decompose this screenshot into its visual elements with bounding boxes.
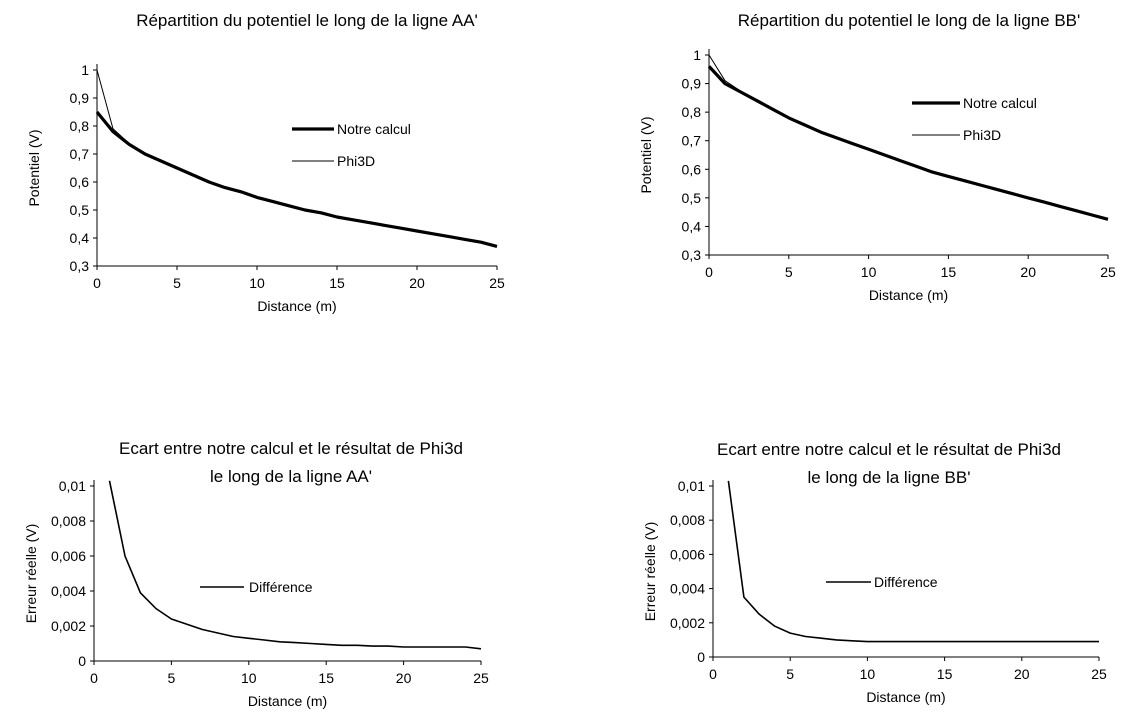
x-tick-label: 0 (705, 264, 713, 280)
x-tick-label: 10 (861, 264, 877, 280)
chart-title: Répartition du potentiel le long de la l… (738, 11, 1081, 30)
x-axis-label: Distance (m) (869, 287, 948, 303)
x-tick-label: 5 (168, 670, 176, 686)
x-axis-label: Distance (m) (866, 689, 945, 705)
y-tick-label: 0,004 (51, 583, 86, 599)
legend-label-1: Notre calcul (337, 121, 411, 137)
y-tick-label: 0,8 (682, 104, 702, 120)
y-tick-label: 0,8 (70, 118, 90, 134)
y-tick-label: 1 (81, 62, 89, 78)
x-tick-label: 25 (473, 670, 489, 686)
y-tick-label: 0,9 (70, 90, 90, 106)
y-tick-label: 0,6 (682, 161, 702, 177)
y-tick-label: 0,5 (70, 202, 90, 218)
x-tick-label: 5 (173, 275, 181, 291)
x-tick-label: 0 (93, 275, 101, 291)
y-tick-label: 0 (697, 649, 705, 665)
legend-label-1: Différence (874, 574, 938, 590)
y-tick-label: 0,4 (70, 230, 90, 246)
chart-title: Répartition du potentiel le long de la l… (136, 11, 478, 30)
x-tick-label: 10 (249, 275, 265, 291)
y-tick-label: 0,002 (51, 618, 86, 634)
x-tick-label: 20 (396, 670, 412, 686)
x-tick-label: 10 (860, 666, 876, 682)
y-tick-label: 0,008 (670, 512, 705, 528)
series-line-1 (707, 65, 1109, 221)
x-tick-label: 15 (318, 670, 334, 686)
x-tick-label: 10 (241, 670, 257, 686)
y-axis-label: Potentiel (V) (26, 129, 42, 206)
y-tick-label: 0 (78, 653, 86, 669)
chart-subtitle: le long de la ligne AA' (210, 467, 372, 486)
y-tick-label: 0,5 (682, 190, 702, 206)
x-tick-label: 25 (1100, 264, 1116, 280)
x-tick-label: 15 (329, 275, 345, 291)
series-line-2 (96, 69, 498, 247)
chart-subtitle: le long de la ligne BB' (808, 468, 971, 487)
y-tick-label: 0,4 (682, 218, 702, 234)
x-tick-label: 5 (785, 264, 793, 280)
x-axis-label: Distance (m) (248, 693, 327, 709)
y-tick-label: 1 (693, 47, 701, 63)
y-tick-label: 0,01 (678, 478, 705, 494)
y-axis-label: Erreur réelle (V) (642, 522, 658, 622)
chart-title: Ecart entre notre calcul et le résultat … (119, 439, 463, 458)
chart-title: Ecart entre notre calcul et le résultat … (717, 440, 1061, 459)
x-axis-label: Distance (m) (257, 298, 336, 314)
y-tick-label: 0,006 (670, 546, 705, 562)
chart-2: Répartition du potentiel le long de la l… (638, 11, 1116, 303)
x-tick-label: 20 (1020, 264, 1036, 280)
y-tick-label: 0,008 (51, 513, 86, 529)
y-axis-label: Erreur réelle (V) (23, 524, 39, 624)
y-tick-label: 0,01 (59, 478, 86, 494)
x-tick-label: 20 (409, 275, 425, 291)
legend-label-2: Phi3D (337, 153, 375, 169)
y-tick-label: 0,002 (670, 615, 705, 631)
y-tick-label: 0,3 (70, 258, 90, 274)
chart-4: Ecart entre notre calcul et le résultat … (642, 440, 1107, 705)
x-tick-label: 15 (941, 264, 957, 280)
legend-label-2: Phi3D (963, 127, 1001, 143)
y-tick-label: 0,3 (682, 247, 702, 263)
x-tick-label: 25 (1091, 666, 1107, 682)
series-line-2 (708, 54, 1109, 220)
y-tick-label: 0,004 (670, 581, 705, 597)
y-tick-label: 0,9 (682, 76, 702, 92)
legend-label-1: Différence (249, 579, 313, 595)
y-tick-label: 0,006 (51, 548, 86, 564)
y-tick-label: 0,7 (70, 146, 90, 162)
chart-1: Répartition du potentiel le long de la l… (26, 11, 505, 314)
x-tick-label: 0 (709, 666, 717, 682)
y-axis-label: Potentiel (V) (638, 116, 654, 193)
x-tick-label: 15 (937, 666, 953, 682)
series-line-1 (95, 110, 498, 248)
legend-label-1: Notre calcul (963, 95, 1037, 111)
series-line-1 (108, 480, 482, 650)
y-tick-label: 0,6 (70, 174, 90, 190)
series-line-1 (727, 480, 1099, 643)
x-tick-label: 25 (489, 275, 505, 291)
chart-3: Ecart entre notre calcul et le résultat … (23, 439, 489, 709)
x-tick-label: 5 (786, 666, 794, 682)
x-tick-label: 0 (90, 670, 98, 686)
x-tick-label: 20 (1014, 666, 1030, 682)
y-tick-label: 0,7 (682, 133, 702, 149)
